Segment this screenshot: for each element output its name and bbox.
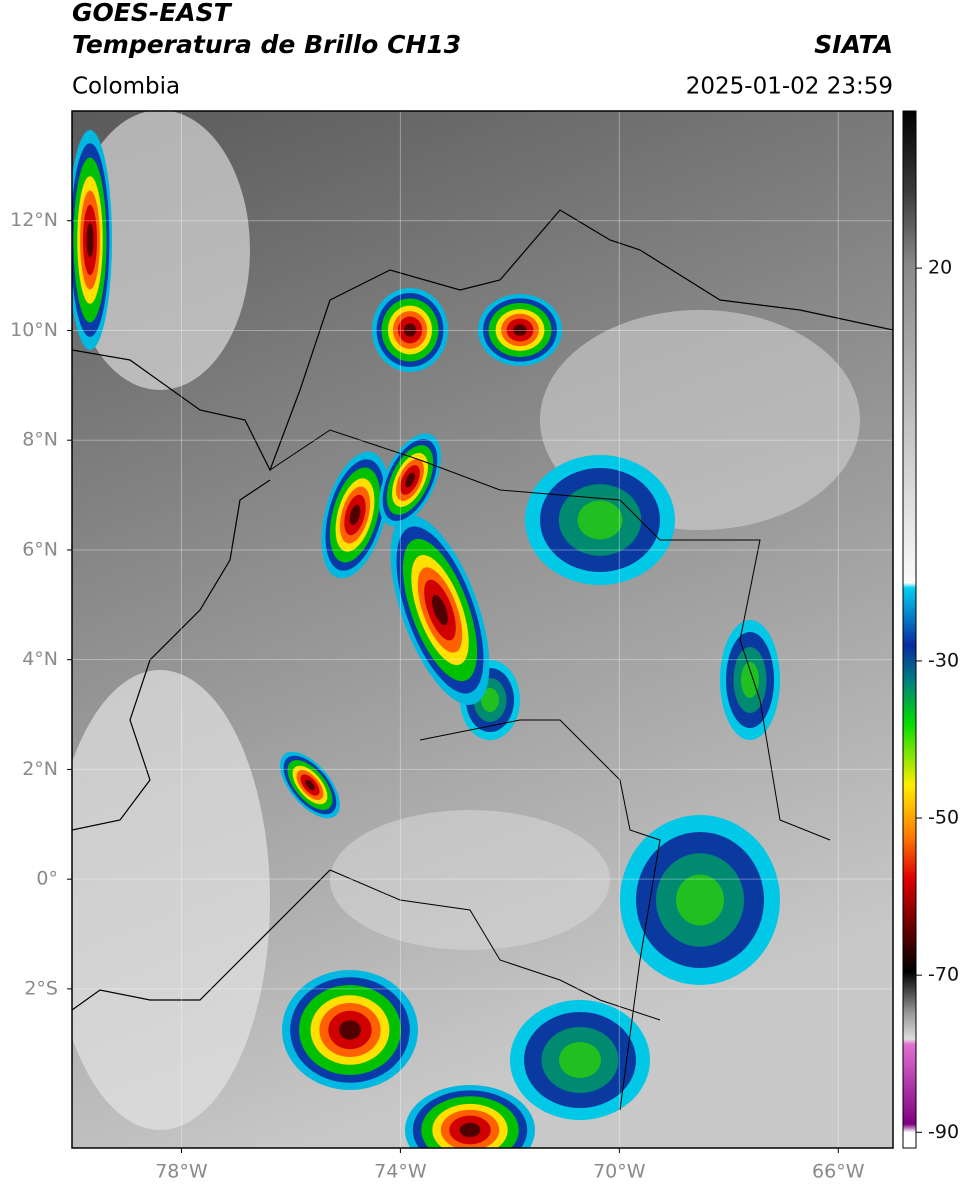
colorbar: [902, 110, 917, 1149]
y-tick-label: 12°N: [10, 209, 58, 231]
y-tick-label: 2°N: [22, 758, 58, 780]
cloud-cell: [72, 130, 112, 350]
y-tick-label: 8°N: [22, 429, 58, 451]
y-tick-label: 2°S: [24, 977, 58, 999]
x-tick-label: 74°W: [374, 1161, 427, 1183]
y-tick-label: 0°: [36, 868, 58, 890]
source: SIATA: [814, 30, 893, 59]
satellite: GOES-EAST: [72, 0, 233, 27]
grid: [72, 111, 893, 1148]
x-tick-label: 70°W: [593, 1161, 646, 1183]
cloud-cell: [720, 620, 780, 740]
coastline: [72, 209, 893, 1011]
cloud-cell: [620, 815, 780, 985]
cloud-cell: [510, 1000, 650, 1120]
colorbar-tick-label: -30: [928, 649, 959, 671]
x-tick-label: 66°W: [812, 1161, 865, 1183]
y-tick-label: 4°N: [22, 648, 58, 670]
colorbar-tick-label: -50: [928, 807, 959, 829]
cloud: [72, 111, 250, 390]
cloud: [72, 670, 270, 1130]
colorbar-tick-label: 20: [928, 257, 952, 279]
datetime: 2025-01-02 23:59: [686, 74, 893, 100]
x-tick-label: 78°W: [155, 1161, 208, 1183]
satellite-image: [72, 111, 893, 1148]
product: Temperatura de Brillo CH13: [72, 30, 461, 59]
cloud-cell: [282, 970, 418, 1090]
region: Colombia: [72, 74, 180, 100]
cloud-cell: [525, 455, 675, 585]
colorbar-tick-label: -90: [928, 1121, 959, 1143]
borders: [269, 429, 831, 1111]
y-tick-label: 6°N: [22, 538, 58, 560]
y-tick-label: 10°N: [10, 319, 58, 341]
cloud: [330, 810, 610, 950]
colorbar-tick-label: -70: [928, 964, 959, 986]
map-frame: [71, 110, 894, 1149]
